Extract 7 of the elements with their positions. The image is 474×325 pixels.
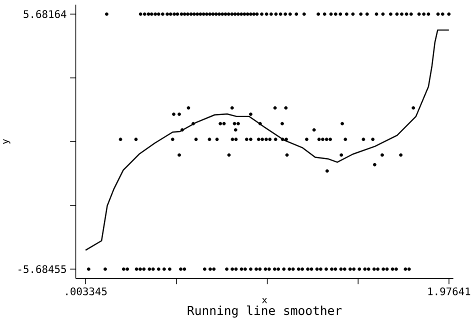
x-tick-label: .003345 [66, 288, 107, 296]
y-axis-title: y [3, 139, 10, 144]
y-tick-label: -5.68455 [18, 265, 66, 274]
x-axis-title: x [262, 298, 268, 304]
text: Running line smoother [188, 306, 342, 318]
y-tick-label: 5.68164 [24, 10, 66, 18]
x-tick-label: 1.97641 [428, 288, 470, 296]
